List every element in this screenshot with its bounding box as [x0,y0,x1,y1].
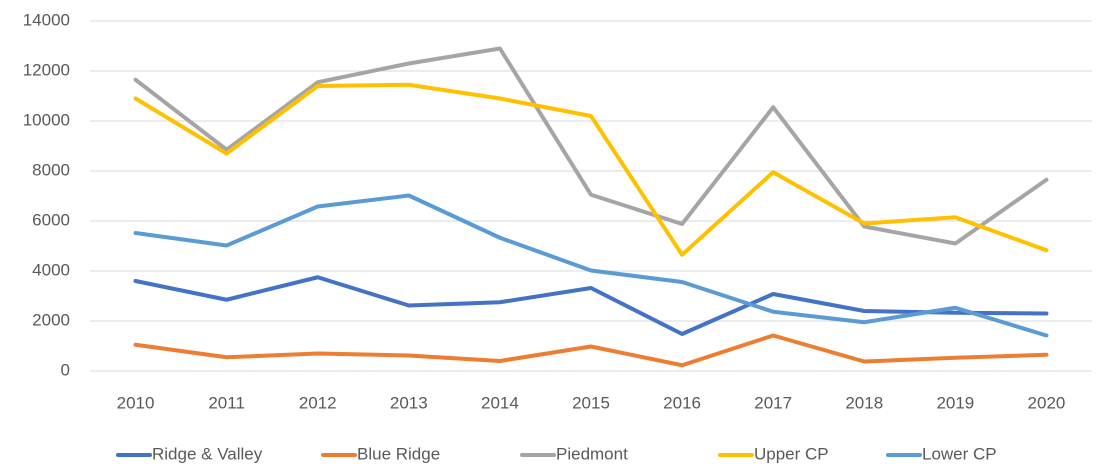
y-tick-label: 6000 [32,210,70,229]
x-tick-label: 2016 [663,393,701,412]
y-tick-label: 10000 [23,110,70,129]
x-tick-label: 2014 [481,393,519,412]
y-tick-label: 2000 [32,310,70,329]
x-tick-label: 2018 [845,393,883,412]
x-tick-label: 2010 [117,393,155,412]
y-tick-label: 14000 [23,10,70,29]
series-line [133,193,1049,338]
legend-label: Upper CP [754,444,829,463]
legend-label: Piedmont [556,444,628,463]
series-line [133,275,1049,336]
y-tick-label: 0 [61,360,70,379]
series-line [133,82,1049,257]
series-line [133,46,1049,246]
legend-label: Blue Ridge [357,444,440,463]
x-tick-label: 2012 [299,393,337,412]
x-tick-label: 2011 [208,393,245,412]
x-tick-label: 2013 [390,393,428,412]
legend-label: Ridge & Valley [152,444,263,463]
x-tick-label: 2015 [572,393,610,412]
x-tick-label: 2020 [1028,393,1066,412]
y-tick-label: 8000 [32,160,70,179]
x-tick-label: 2017 [754,393,792,412]
series-line [133,333,1049,368]
y-tick-label: 12000 [23,60,70,79]
y-tick-label: 4000 [32,260,70,279]
legend-label: Lower CP [922,444,997,463]
x-tick-label: 2019 [936,393,974,412]
